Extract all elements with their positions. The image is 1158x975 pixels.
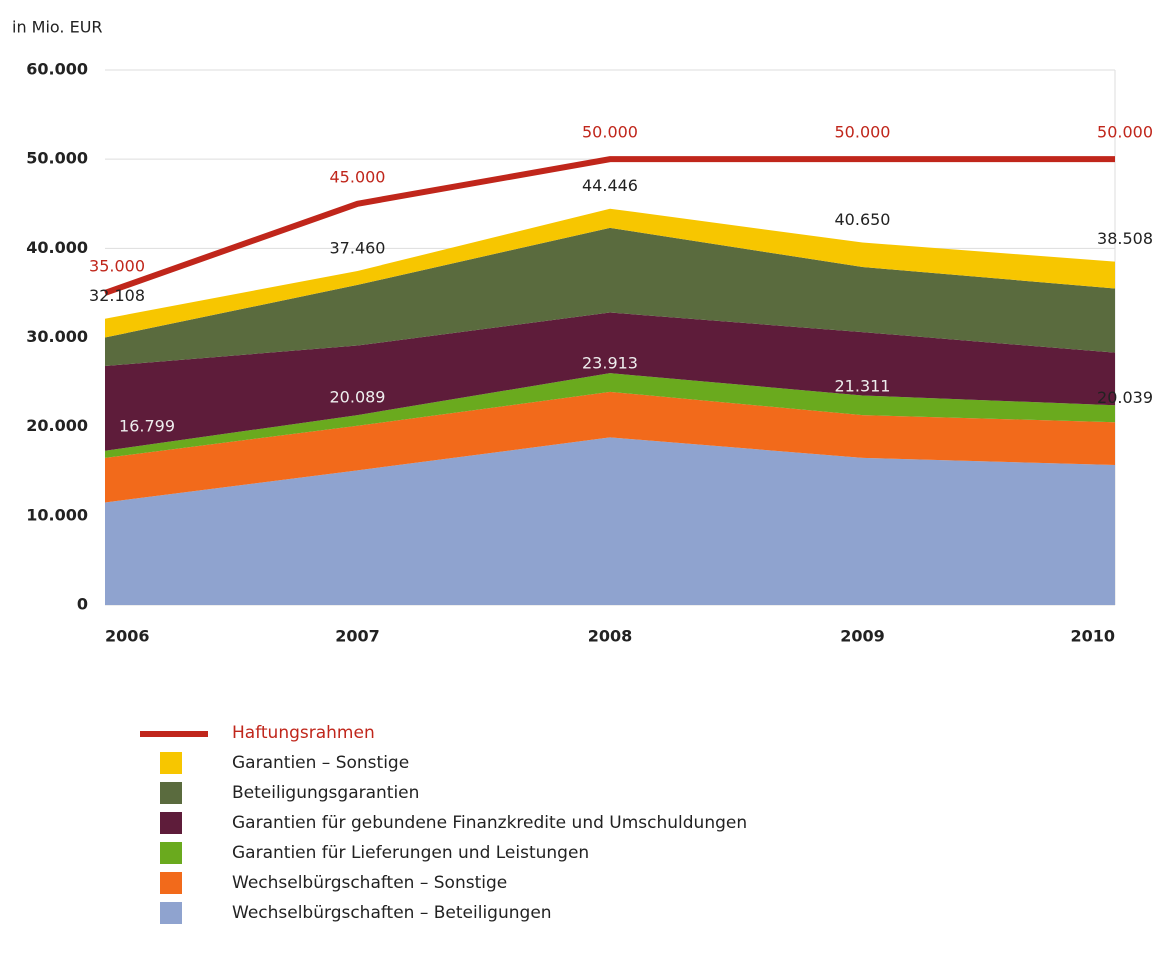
area bbox=[105, 437, 1115, 605]
x-tick-label: 2009 bbox=[840, 627, 885, 646]
total-label: 32.108 bbox=[89, 286, 145, 305]
legend-label: Garantien – Sonstige bbox=[232, 753, 409, 773]
line-value-label: 45.000 bbox=[330, 167, 386, 186]
legend-label: Beteiligungsgarantien bbox=[232, 783, 419, 803]
x-tick-label: 2008 bbox=[588, 627, 633, 646]
y-tick-label: 10.000 bbox=[26, 505, 88, 524]
total-label: 38.508 bbox=[1097, 229, 1153, 248]
area bbox=[105, 373, 1115, 458]
legend-label: Haftungsrahmen bbox=[232, 723, 375, 743]
total-label: 40.650 bbox=[835, 210, 891, 229]
y-axis-label: in Mio. EUR bbox=[12, 18, 103, 37]
subtotal-label: 20.089 bbox=[330, 387, 386, 406]
y-tick-label: 30.000 bbox=[26, 327, 88, 346]
line-value-label: 35.000 bbox=[89, 256, 145, 275]
legend-swatch bbox=[160, 902, 182, 924]
line-value-label: 50.000 bbox=[582, 123, 638, 142]
legend-label: Garantien für Lieferungen und Leistungen bbox=[232, 843, 589, 863]
y-tick-label: 20.000 bbox=[26, 416, 88, 435]
legend-label: Garantien für gebundene Finanzkredite un… bbox=[232, 813, 747, 833]
legend-label: Wechselbürgschaften – Beteiligungen bbox=[232, 903, 552, 923]
y-tick-label: 50.000 bbox=[26, 149, 88, 168]
legend-swatch bbox=[160, 812, 182, 834]
subtotal-label: 20.039 bbox=[1097, 388, 1153, 407]
subtotal-label: 21.311 bbox=[835, 376, 891, 395]
legend-swatch bbox=[160, 752, 182, 774]
total-label: 44.446 bbox=[582, 176, 638, 195]
y-tick-label: 0 bbox=[77, 595, 88, 614]
y-tick-label: 60.000 bbox=[26, 60, 88, 79]
legend-swatch bbox=[160, 872, 182, 894]
area bbox=[105, 227, 1115, 367]
line-value-label: 50.000 bbox=[835, 123, 891, 142]
line-value-label: 50.000 bbox=[1097, 123, 1153, 142]
y-tick-label: 40.000 bbox=[26, 238, 88, 257]
legend-swatch bbox=[160, 842, 182, 864]
x-tick-label: 2007 bbox=[335, 627, 380, 646]
total-label: 37.460 bbox=[330, 238, 386, 257]
legend-swatch bbox=[160, 782, 182, 804]
line bbox=[104, 156, 1115, 296]
x-tick-label: 2010 bbox=[1070, 627, 1115, 646]
subtotal-label: 23.913 bbox=[582, 353, 638, 372]
legend-label: Wechselbürgschaften – Sonstige bbox=[232, 873, 507, 893]
area bbox=[105, 312, 1115, 451]
area bbox=[105, 391, 1115, 503]
x-tick-label: 2006 bbox=[105, 627, 150, 646]
subtotal-label: 16.799 bbox=[119, 417, 175, 436]
